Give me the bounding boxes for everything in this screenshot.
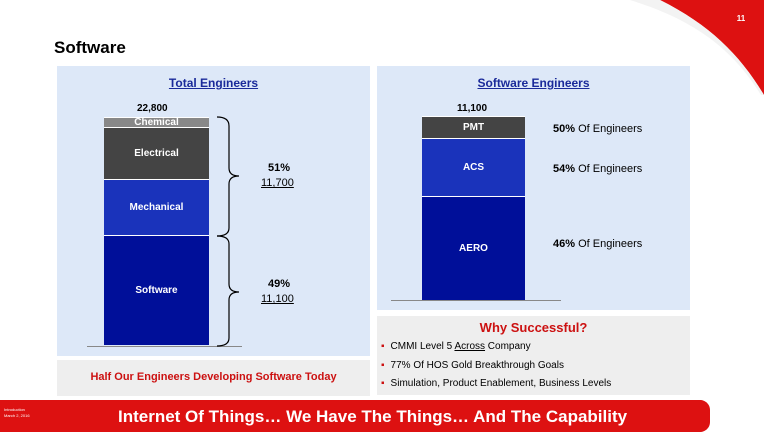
why-item: ▪ CMMI Level 5 Across Company [381,341,531,352]
aero-share-percent: 46% [553,238,576,250]
why-item-underlined: Across [454,341,486,352]
segment-software: Software [104,235,209,345]
total-engineers-panel: Total Engineers 22,800 Chemical Electric… [57,66,370,356]
slide-title: Software [54,38,126,57]
segment-acs-label: ACS [462,162,485,173]
footer-bar: Introduction March 2, 2016 Internet Of T… [0,400,764,432]
why-item-text: Simulation, Product Enablement, Business… [390,378,612,389]
why-successful-panel: Why Successful? ▪ CMMI Level 5 Across Com… [377,316,690,395]
total-engineers-heading: Total Engineers [168,76,259,90]
bracket-icon [216,116,240,347]
software-engineers-heading: Software Engineers [477,76,590,90]
aero-share: 46% Of Engineers [553,238,642,250]
footer-tagline: Internet Of Things… We Have The Things… … [118,407,628,426]
acs-share: 54% Of Engineers [553,163,642,175]
group-top-percent: 51% [268,162,291,174]
corner-swoosh-graphic [630,0,764,95]
segment-aero-label: AERO [459,243,488,254]
why-successful-title: Why Successful? [479,320,588,335]
left-footer-text: Half Our Engineers Developing Software T… [90,371,337,383]
group-bottom-percent: 49% [268,278,291,290]
segment-chemical-label: Chemical [134,117,179,128]
total-engineers-total: 22,800 [137,103,168,114]
acs-share-percent: 54% [553,163,576,175]
group-top-count: 11,700 [261,177,294,189]
segment-pmt-label: PMT [462,122,485,133]
baseline [391,300,561,301]
footer-meta-line1: Introduction [4,407,25,412]
why-item: ▪ 77% Of HOS Gold Breakthrough Goals [381,360,564,371]
segment-pmt: PMT [422,116,525,138]
baseline [87,346,242,347]
segment-chemical: Chemical [104,117,209,128]
segment-acs: ACS [422,138,525,196]
pmt-share-percent: 50% [553,123,576,135]
segment-electrical-label: Electrical [134,148,179,159]
why-item: ▪ Simulation, Product Enablement, Busines… [381,378,611,389]
why-item-text: 77% Of HOS Gold Breakthrough Goals [390,360,564,371]
pmt-share: 50% Of Engineers [553,123,642,135]
acs-share-suffix: Of Engineers [578,163,643,175]
segment-mechanical: Mechanical [104,179,209,235]
bullet-icon: ▪ [381,360,385,371]
segment-electrical: Electrical [104,127,209,179]
page-number: 11 [736,14,746,23]
segment-software-label: Software [135,285,178,296]
segment-mechanical-label: Mechanical [129,202,184,213]
software-engineers-total: 11,100 [457,103,488,114]
aero-share-suffix: Of Engineers [578,238,643,250]
pmt-share-suffix: Of Engineers [578,123,643,135]
bullet-icon: ▪ [381,378,385,389]
segment-aero: AERO [422,196,525,300]
bullet-icon: ▪ [381,341,385,352]
why-item-text: CMMI Level 5 [390,341,455,352]
software-engineers-panel: Software Engineers 11,100 PMT ACS AERO 5… [377,66,690,310]
left-footer-panel: Half Our Engineers Developing Software T… [57,360,370,396]
footer-meta: Introduction March 2, 2016 [4,407,30,419]
why-item-text-after: Company [485,341,531,352]
footer-meta-line2: March 2, 2016 [4,413,30,418]
footer-banner-graphic [0,400,710,432]
group-bottom-count: 11,100 [261,293,294,305]
